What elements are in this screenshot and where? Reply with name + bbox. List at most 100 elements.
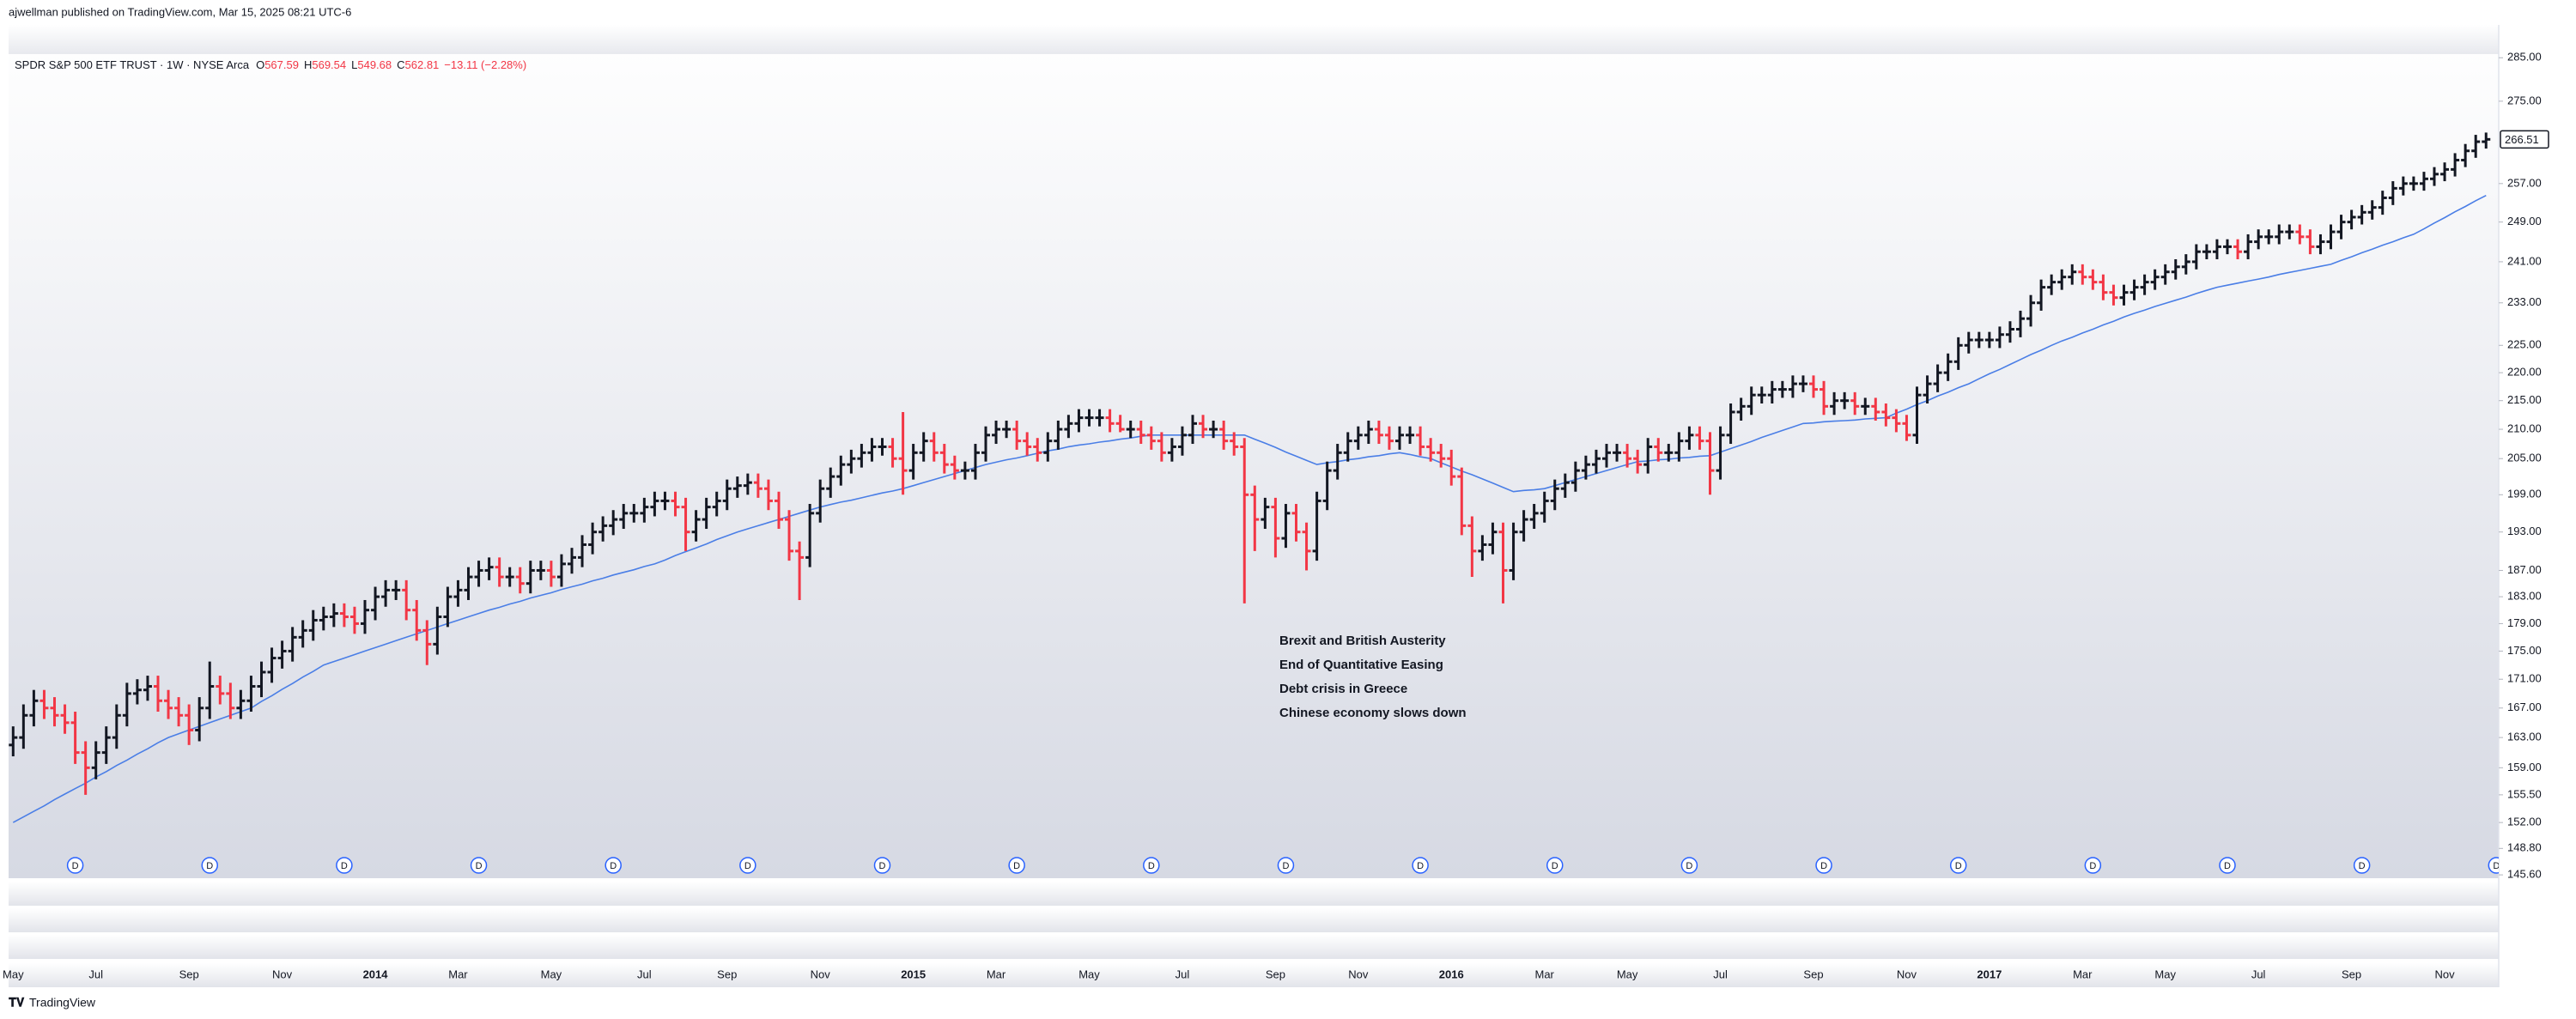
dividend-circle	[739, 857, 756, 874]
ohlc-bar	[1912, 386, 1922, 445]
x-tick-label: 2014	[363, 967, 389, 980]
x-tick-label: May	[2154, 967, 2176, 980]
y-tick-label: 199.00	[2507, 488, 2542, 500]
last-price-box	[2500, 130, 2549, 149]
ohlc-bar	[857, 444, 866, 468]
dividend-circle	[1143, 857, 1160, 874]
ohlc-bar	[267, 647, 276, 683]
ohlc-bar	[1820, 380, 1829, 415]
ohlc-bar	[9, 726, 18, 757]
dividend-circle	[201, 857, 218, 874]
ohlc-bar	[640, 497, 649, 523]
x-tick-label: Mar	[448, 967, 468, 980]
legend-value: 562.81	[405, 58, 440, 71]
dividend-label: D	[341, 861, 348, 871]
ohlc-bar	[236, 689, 246, 719]
ohlc-bar	[1033, 438, 1042, 462]
ohlc-bar	[816, 479, 825, 523]
last-price-label: 266.51	[2505, 133, 2539, 146]
ohlc-bar	[1892, 409, 1901, 433]
ohlc-bar	[2119, 284, 2129, 306]
x-tick-label: Jul	[88, 967, 103, 980]
ohlc-bar	[2440, 162, 2450, 182]
ohlc-bar	[143, 676, 152, 701]
ohlc-bar	[1199, 415, 1208, 439]
ohlc-bar	[598, 516, 608, 542]
ohlc-bar	[795, 541, 805, 600]
ohlc-bar	[1529, 504, 1539, 530]
ohlc-bar	[1716, 426, 1725, 480]
dividend-circle	[1949, 857, 1967, 874]
ohlc-bar	[939, 444, 949, 474]
x-tick-label: Nov	[1348, 967, 1369, 980]
ohlc-bar	[1064, 415, 1073, 439]
ohlc-bar	[1384, 426, 1394, 450]
legend-change: −13.11 (−2.28%)	[444, 58, 526, 71]
ohlc-bar	[50, 697, 59, 727]
time-axis	[9, 963, 2499, 987]
ohlc-bar	[1105, 409, 1115, 433]
ohlc-bar	[2409, 176, 2418, 191]
ohlc-bar	[2233, 239, 2243, 259]
x-tick-label: Nov	[272, 967, 293, 980]
dividend-label: D	[2089, 861, 2096, 871]
dividend-marker: D	[1143, 857, 1160, 874]
ohlc-bar	[826, 467, 835, 498]
ohlc-bar	[1343, 432, 1352, 462]
ohlc-bar	[392, 579, 401, 600]
annotations: Brexit and British Austerity End of Quant…	[1279, 634, 1467, 720]
ohlc-bar	[2212, 239, 2221, 259]
dividend-marker: D	[2353, 857, 2371, 874]
ohlc-bar	[1043, 432, 1053, 462]
ohlc-bar	[712, 491, 721, 517]
x-tick-label: Jul	[2251, 967, 2266, 980]
footer-source: TradingView	[29, 996, 96, 1010]
ohlc-bar	[753, 473, 762, 498]
ohlc-bar	[1602, 444, 1611, 468]
ohlc-bar	[1664, 444, 1674, 462]
ohlc-bar	[650, 491, 659, 517]
ohlc-bar	[1437, 444, 1446, 468]
ohlc-bar	[775, 491, 783, 530]
dividend-circle	[1680, 857, 1698, 874]
ohlc-bar	[246, 676, 256, 713]
y-tick-label: 225.00	[2507, 338, 2542, 351]
ohlc-bar	[888, 438, 897, 468]
ohlc-bar	[568, 548, 576, 574]
ohlc-bar	[578, 535, 587, 567]
ohlc-bar	[2244, 234, 2253, 259]
ohlc-bar	[1084, 409, 1094, 427]
dividend-label: D	[2493, 861, 2500, 871]
dividend-marker: D	[470, 857, 488, 874]
ohlc-bar	[732, 476, 742, 498]
dividend-marker: D	[1277, 857, 1295, 874]
ohlc-bar	[1146, 426, 1156, 450]
dividend-label: D	[1148, 861, 1155, 871]
ohlc-bar	[2388, 181, 2397, 205]
dividend-circle	[1277, 857, 1295, 874]
ohlc-bar	[185, 704, 194, 745]
ohlc-bar	[2016, 310, 2025, 337]
ohlc-bar	[681, 497, 690, 551]
ohlc-bar	[1923, 375, 1932, 404]
ohlc-bar	[1809, 375, 1818, 398]
ohlc-bar	[2316, 234, 2325, 255]
ohlc-bar	[2099, 274, 2108, 300]
ohlc-bar	[1478, 535, 1487, 561]
published-header: ajwellman published on TradingView.com, …	[9, 5, 351, 18]
ohlc-bar	[2037, 279, 2046, 311]
ohlc-bar	[1581, 455, 1590, 480]
ohlc-bar	[2336, 215, 2346, 240]
ohlc-bar	[629, 504, 639, 523]
x-tick-label: May	[3, 967, 24, 980]
ohlc-bar	[1974, 331, 1984, 349]
dividend-circle	[873, 857, 891, 874]
ohlc-bar	[2306, 229, 2315, 255]
annotation: Brexit and British Austerity	[1279, 634, 1446, 648]
ohlc-bar	[2068, 264, 2077, 285]
ohlc-bar	[1157, 432, 1166, 462]
ohlc-bar	[2295, 224, 2305, 245]
ohlc-bar	[1840, 391, 1850, 409]
x-tick-label: Mar	[2073, 967, 2093, 980]
